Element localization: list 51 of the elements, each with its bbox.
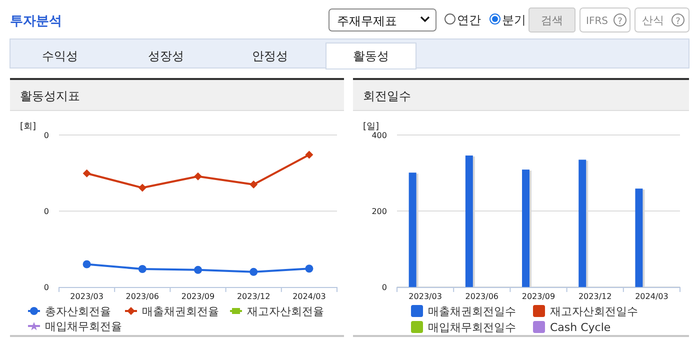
text: 산식 [642, 14, 664, 27]
x-tick-label: 2023/06 [465, 292, 499, 301]
y-tick-label: 400 [372, 131, 387, 140]
text: 분기 [502, 13, 526, 27]
x-tick-label: 2024/03 [292, 292, 326, 301]
text: 0 [44, 131, 49, 140]
text: ? [618, 17, 623, 27]
point [138, 265, 146, 274]
y-axis-title: [일] [363, 122, 380, 132]
legend-label: 총자산회전율 [45, 305, 111, 318]
text: IFRS [586, 16, 608, 27]
text: 주재무제표 [337, 14, 397, 28]
text: 성장성 [148, 49, 184, 63]
point [250, 180, 258, 188]
x-tick-label: 2023/12 [578, 292, 612, 301]
x-tick-label: 2023/12 [236, 292, 270, 301]
point [305, 150, 314, 159]
text: 투자분석 [10, 14, 62, 29]
text: 검색 [541, 14, 563, 27]
chart-title: 회전일수 [363, 89, 411, 103]
x-tick-label: 2023/03 [408, 292, 442, 301]
chart-title: 활동성지표 [20, 89, 80, 103]
x-tick-label: 2023/09 [522, 292, 556, 301]
x-tick-label: 2023/03 [70, 292, 104, 301]
y-axis-title: [회] [20, 122, 36, 132]
point [194, 172, 202, 180]
point [82, 260, 91, 268]
legend-label: 매출채권회전율 [142, 305, 219, 318]
point [250, 268, 258, 276]
legend-label: 재고자산회전일수 [550, 305, 638, 318]
legend-label: 매입채무회전일수 [428, 321, 516, 334]
point [82, 169, 91, 178]
text: 활동성 [353, 49, 389, 63]
text: 안정성 [252, 49, 288, 63]
legend-label: 매출채권회전일수 [428, 305, 516, 318]
point [194, 266, 202, 274]
y-tick-label: 0 [382, 283, 387, 292]
point [138, 184, 146, 192]
legend-label: Cash Cycle [550, 321, 611, 334]
text: 연간 [457, 13, 481, 27]
legend-label: 재고자산회전율 [247, 305, 324, 318]
point [305, 264, 314, 273]
x-tick-label: 2023/09 [181, 292, 215, 301]
x-tick-label: 2023/06 [126, 292, 160, 301]
text: 0 [44, 207, 49, 216]
text: ? [676, 17, 681, 27]
text: 0 [44, 283, 49, 292]
x-tick-label: 2024/03 [635, 292, 668, 301]
text: 수익성 [42, 49, 78, 63]
y-tick-label: 200 [372, 207, 387, 216]
legend-label: 매입채무회전율 [45, 320, 122, 333]
